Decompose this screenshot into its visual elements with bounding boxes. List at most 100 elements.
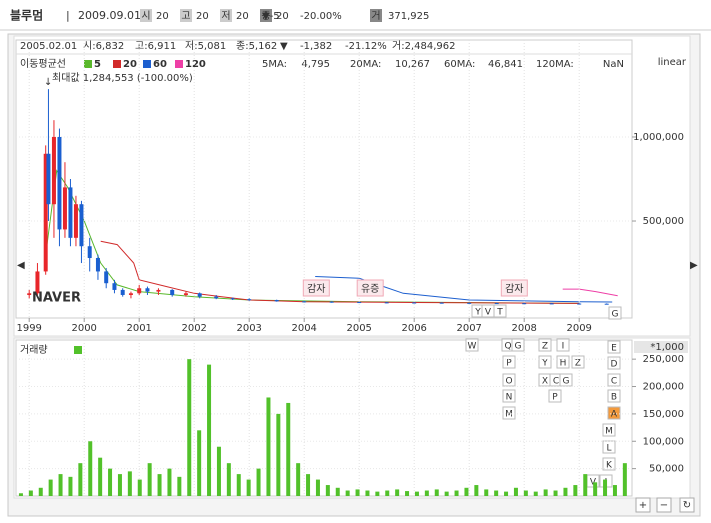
event-box <box>500 279 528 297</box>
volume-bar <box>197 430 202 496</box>
marker-letter: Y <box>474 308 481 318</box>
candle-body <box>247 299 252 301</box>
volume: 371,925 <box>388 11 429 22</box>
candle-body <box>329 301 334 303</box>
marker-box <box>465 338 479 352</box>
volume-bar <box>48 479 53 496</box>
ma-label: 20MA: <box>350 59 381 70</box>
marker-box <box>538 338 552 352</box>
event-box <box>356 279 384 297</box>
marker-box <box>608 306 622 320</box>
legend-label: 60 <box>153 59 167 70</box>
ma-line <box>45 169 580 304</box>
marker-letter: W <box>468 342 477 352</box>
marker-box <box>602 457 616 471</box>
legend-swatch <box>113 60 121 68</box>
refresh-button[interactable] <box>679 497 695 513</box>
marker-letter: M <box>605 427 613 437</box>
marker-letter: X <box>542 377 548 387</box>
marker-box <box>559 373 573 387</box>
volume-bar <box>494 490 499 496</box>
marker-letter: P <box>552 393 558 403</box>
candle-body <box>137 288 142 294</box>
y-tick-label: 200,000 <box>643 382 684 393</box>
candle-body <box>302 301 307 303</box>
volume-bar <box>405 491 410 496</box>
volume-bar <box>236 474 241 496</box>
zoom-in-button[interactable] <box>635 497 651 513</box>
candle-body <box>197 293 202 297</box>
ma-line <box>100 240 580 304</box>
field-icon <box>140 9 152 22</box>
zoom-in-icon: + <box>639 500 647 511</box>
marker-letter: A <box>611 410 618 420</box>
candle-body <box>87 246 92 258</box>
volume-bar <box>167 468 172 496</box>
legend-swatch <box>143 60 151 68</box>
marker-box <box>607 389 621 403</box>
volume-bar <box>157 474 162 496</box>
x-tick-label: 2002 <box>181 323 206 334</box>
candle-body <box>494 303 499 305</box>
candle-body <box>156 289 161 292</box>
stock-name: 블루멈 <box>10 8 43 23</box>
volume-bar <box>365 490 370 496</box>
right-handle[interactable]: ▶ <box>690 260 698 271</box>
candle-body <box>604 303 609 305</box>
ma-value: 4,795 <box>301 59 330 70</box>
volume-bar <box>137 479 142 496</box>
candle-body <box>467 302 472 304</box>
candle-body <box>183 293 188 295</box>
marker-letter: Z <box>542 342 548 352</box>
volume-bar <box>513 487 518 496</box>
zoom-out-button[interactable] <box>656 497 672 513</box>
candle-body <box>43 153 48 272</box>
marker-box <box>607 340 621 354</box>
left-handle[interactable]: ◀ <box>17 260 25 271</box>
volume-bar <box>276 413 281 496</box>
x-tick-label: 2009 <box>566 323 591 334</box>
y-tick-label: 50,000 <box>649 464 684 475</box>
marker-box <box>511 338 525 352</box>
ma-label: 120MA: <box>536 59 574 70</box>
max-label: 최대값 1,284,553 (-100.00%) <box>52 72 193 84</box>
volume-bar <box>296 463 301 496</box>
candle-body <box>62 187 67 230</box>
legend-swatch <box>84 60 92 68</box>
candle-body <box>104 271 109 284</box>
volume-bar <box>355 489 360 496</box>
ma-label: 5MA: <box>262 59 287 70</box>
volume-bar <box>563 487 568 496</box>
marker-box <box>548 389 562 403</box>
candle-body <box>549 303 554 305</box>
max-arrow: ↓ <box>44 77 52 88</box>
info-item: 2005.02.01 <box>20 41 77 52</box>
volume-bar <box>395 489 400 496</box>
volume-bar <box>523 490 528 496</box>
marker-letter: E <box>611 344 617 354</box>
candle-body <box>68 187 73 238</box>
volume-bar <box>533 491 538 496</box>
volume-bar <box>345 490 350 496</box>
ma-value: 46,841 <box>488 59 523 70</box>
info-item: 저:5,081 <box>185 40 226 52</box>
x-tick-label: 2007 <box>456 323 481 334</box>
volume-bar <box>187 359 192 496</box>
volume-bar <box>266 397 271 496</box>
ma-line <box>562 288 618 297</box>
field-icon <box>180 9 192 22</box>
x-tick-label: 1999 <box>16 323 41 334</box>
y-tick-label: 500,000 <box>643 216 684 227</box>
unit-label: *1,000 <box>650 342 684 353</box>
date: 2009.09.01 <box>78 9 141 22</box>
y-tick-label: 250,000 <box>643 354 684 365</box>
marker-box <box>607 356 621 370</box>
volume-bar <box>147 463 152 496</box>
marker-letter: I <box>562 342 565 352</box>
marker-letter: O <box>505 377 512 387</box>
info-item: 고:6,911 <box>135 41 176 52</box>
info-item: ▼ <box>280 41 288 52</box>
volume-bar <box>622 463 627 496</box>
candle-body <box>51 136 56 205</box>
volume-bar <box>612 485 617 496</box>
